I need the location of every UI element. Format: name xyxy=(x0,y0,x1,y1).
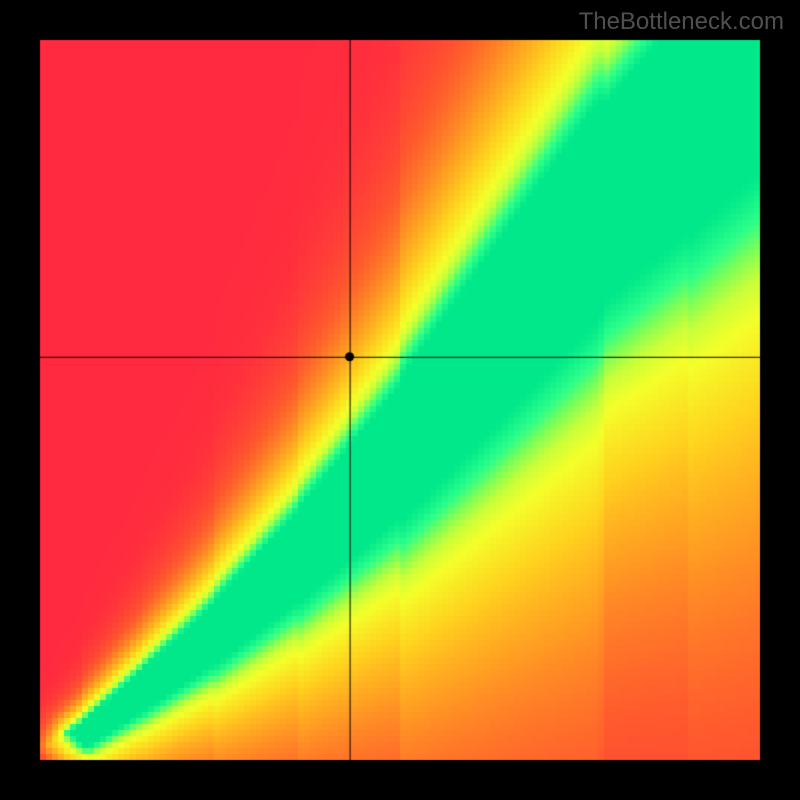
watermark-text: TheBottleneck.com xyxy=(579,8,784,36)
chart-root: TheBottleneck.com xyxy=(0,0,800,800)
heatmap-canvas xyxy=(0,0,800,800)
